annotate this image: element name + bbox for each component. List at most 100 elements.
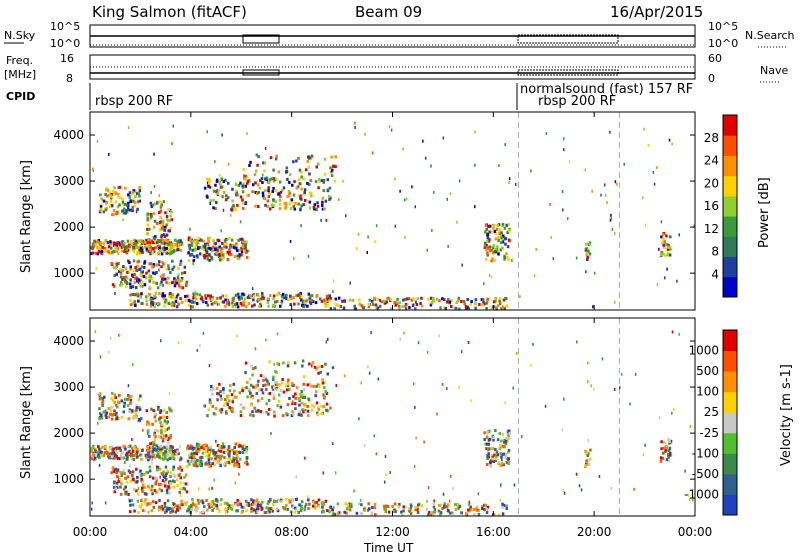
range-gate-cell: [297, 510, 301, 514]
range-gate-cell: [216, 506, 219, 510]
range-gate-cell: [102, 199, 106, 203]
y-tick-label: 3000: [53, 174, 84, 188]
range-gate-cell: [318, 179, 321, 183]
range-gate-cell: [272, 168, 275, 172]
range-gate-cell: [111, 204, 114, 208]
range-gate-cell: [141, 239, 145, 243]
range-gate-cell: [290, 381, 294, 385]
range-gate-cell: [501, 512, 505, 516]
range-gate-cell: [124, 285, 128, 289]
range-gate-cell: [302, 375, 306, 379]
range-gate-cell: [169, 408, 172, 412]
range-gate-cell: [184, 473, 188, 477]
range-gate-cell: [149, 304, 153, 308]
range-gate-cell: [420, 296, 423, 300]
range-gate-cell: [166, 469, 169, 473]
range-gate-cell: [203, 254, 206, 258]
range-gate-cell: [322, 178, 326, 182]
range-gate-cell: [214, 242, 218, 246]
range-gate-cell: [376, 306, 380, 310]
range-gate-cell: [165, 477, 168, 481]
range-gate-cell: [666, 245, 670, 249]
range-gate-cell: [478, 303, 481, 307]
range-gate-cell: [234, 442, 238, 446]
range-gate-cell: [266, 301, 270, 305]
range-gate-cell: [92, 444, 95, 448]
range-gate-cell: [209, 199, 213, 203]
range-gate-cell: [139, 283, 142, 287]
range-gate-cell: [660, 440, 663, 444]
range-gate-cell: [268, 178, 272, 182]
range-gate-cell: [231, 400, 235, 404]
range-gate-cell: [102, 453, 106, 457]
range-gate-cell: [145, 271, 148, 275]
range-gate-cell: [143, 283, 147, 287]
range-gate-cell: [614, 180, 617, 184]
range-gate-cell: [192, 262, 194, 266]
range-gate-cell: [112, 266, 116, 270]
range-gate-cell: [659, 456, 663, 460]
range-gate-cell: [148, 486, 152, 490]
range-gate-cell: [497, 460, 501, 464]
range-gate-cell: [136, 475, 139, 479]
range-gate-cell: [170, 246, 173, 250]
range-gate-cell: [317, 365, 321, 369]
range-gate-cell: [145, 276, 148, 280]
range-gate-cell: [172, 467, 175, 471]
range-gate-cell: [436, 412, 438, 416]
x-tick-label: 20:00: [577, 525, 612, 539]
range-gate-cell: [113, 400, 116, 404]
range-gate-cell: [336, 303, 339, 307]
range-gate-cell: [239, 220, 242, 224]
range-gate-cell: [265, 410, 268, 414]
range-gate-cell: [100, 413, 103, 417]
range-gate-cell: [493, 453, 496, 457]
range-gate-cell: [336, 502, 340, 506]
range-gate-cell: [493, 250, 496, 254]
range-gate-cell: [267, 195, 271, 199]
range-gate-cell: [192, 296, 195, 300]
range-gate-cell: [314, 506, 317, 510]
range-gate-cell: [106, 188, 110, 192]
cpid-label: CPID: [6, 90, 35, 103]
range-gate-cell: [153, 455, 156, 459]
range-gate-cell: [200, 462, 204, 466]
range-gate-cell: [485, 243, 488, 247]
range-gate-cell: [111, 466, 115, 470]
range-gate-cell: [535, 247, 537, 251]
range-gate-cell: [203, 404, 205, 408]
range-gate-cell: [168, 295, 171, 299]
range-gate-cell: [146, 502, 150, 506]
colorbar-swatch: [723, 276, 737, 298]
range-gate-cell: [665, 234, 668, 238]
range-gate-cell: [504, 442, 508, 446]
range-gate-cell: [241, 292, 245, 296]
range-gate-cell: [227, 301, 231, 305]
range-gate-cell: [422, 139, 424, 143]
range-gate-cell: [210, 257, 214, 261]
range-gate-cell: [256, 183, 260, 187]
range-gate-cell: [360, 381, 362, 385]
range-gate-cell: [155, 240, 159, 244]
range-gate-cell: [353, 304, 356, 308]
range-gate-cell: [121, 197, 124, 201]
range-gate-cell: [163, 505, 167, 509]
range-gate-cell: [219, 394, 222, 398]
range-gate-cell: [454, 306, 457, 310]
range-gate-cell: [216, 192, 220, 196]
range-gate-cell: [249, 413, 252, 417]
range-gate-cell: [188, 462, 191, 466]
range-gate-cell: [277, 192, 280, 196]
range-gate-cell: [204, 443, 207, 447]
range-gate-cell: [411, 185, 413, 189]
range-gate-cell: [498, 432, 501, 436]
range-gate-cell: [159, 409, 163, 413]
range-gate-cell: [322, 510, 325, 514]
range-gate-cell: [160, 252, 164, 256]
range-gate-cell: [160, 428, 163, 432]
colorbar-tick-label: 24: [704, 154, 719, 168]
range-gate-cell: [266, 205, 269, 209]
range-gate-cell: [195, 449, 199, 453]
range-gate-cell: [177, 284, 181, 288]
range-gate-cell: [491, 257, 494, 261]
